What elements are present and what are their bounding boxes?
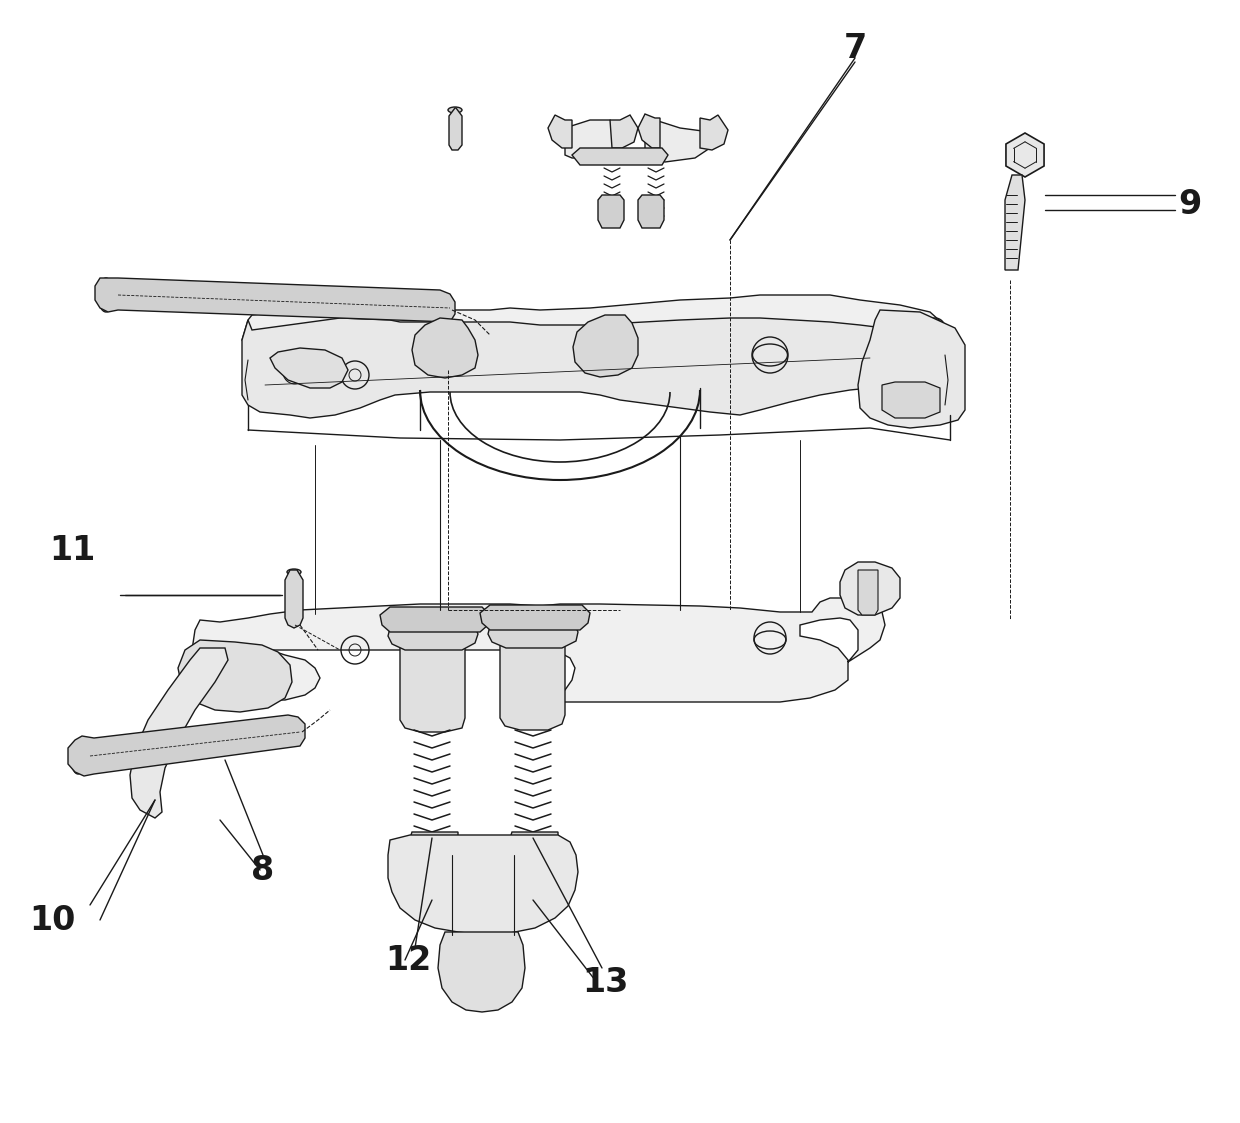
Polygon shape bbox=[179, 640, 291, 712]
Text: 11: 11 bbox=[48, 533, 95, 566]
Ellipse shape bbox=[448, 107, 463, 113]
Circle shape bbox=[931, 325, 939, 332]
Polygon shape bbox=[270, 348, 348, 389]
Polygon shape bbox=[401, 634, 465, 732]
Polygon shape bbox=[645, 120, 711, 162]
Polygon shape bbox=[839, 562, 900, 615]
Polygon shape bbox=[548, 115, 572, 148]
Polygon shape bbox=[379, 608, 490, 632]
Polygon shape bbox=[388, 619, 477, 650]
Text: 8: 8 bbox=[252, 853, 274, 886]
Polygon shape bbox=[639, 195, 663, 228]
Polygon shape bbox=[388, 836, 578, 935]
Polygon shape bbox=[489, 617, 578, 648]
Text: 9: 9 bbox=[1178, 189, 1202, 221]
Polygon shape bbox=[610, 115, 639, 148]
Polygon shape bbox=[242, 318, 950, 418]
Polygon shape bbox=[410, 832, 458, 844]
Polygon shape bbox=[701, 115, 728, 150]
Polygon shape bbox=[572, 148, 668, 165]
Polygon shape bbox=[565, 120, 620, 158]
Polygon shape bbox=[858, 310, 965, 428]
Polygon shape bbox=[500, 633, 565, 730]
Ellipse shape bbox=[71, 742, 86, 774]
Text: 13: 13 bbox=[582, 966, 629, 998]
Ellipse shape bbox=[98, 279, 114, 312]
Polygon shape bbox=[1004, 175, 1025, 270]
Polygon shape bbox=[192, 599, 885, 702]
Polygon shape bbox=[882, 382, 940, 418]
Polygon shape bbox=[1006, 133, 1044, 177]
Polygon shape bbox=[480, 605, 590, 630]
Ellipse shape bbox=[286, 569, 301, 575]
Polygon shape bbox=[510, 832, 558, 844]
Polygon shape bbox=[412, 318, 477, 378]
Polygon shape bbox=[573, 314, 639, 377]
Polygon shape bbox=[130, 648, 228, 818]
Polygon shape bbox=[639, 115, 660, 148]
Polygon shape bbox=[242, 295, 950, 385]
Polygon shape bbox=[285, 570, 303, 628]
Polygon shape bbox=[449, 108, 463, 150]
Text: 10: 10 bbox=[29, 904, 76, 937]
Polygon shape bbox=[598, 195, 624, 228]
Polygon shape bbox=[858, 570, 878, 615]
Polygon shape bbox=[95, 279, 455, 322]
Polygon shape bbox=[438, 932, 525, 1012]
Text: 7: 7 bbox=[843, 31, 867, 64]
Polygon shape bbox=[68, 715, 305, 776]
Text: 12: 12 bbox=[384, 943, 432, 977]
